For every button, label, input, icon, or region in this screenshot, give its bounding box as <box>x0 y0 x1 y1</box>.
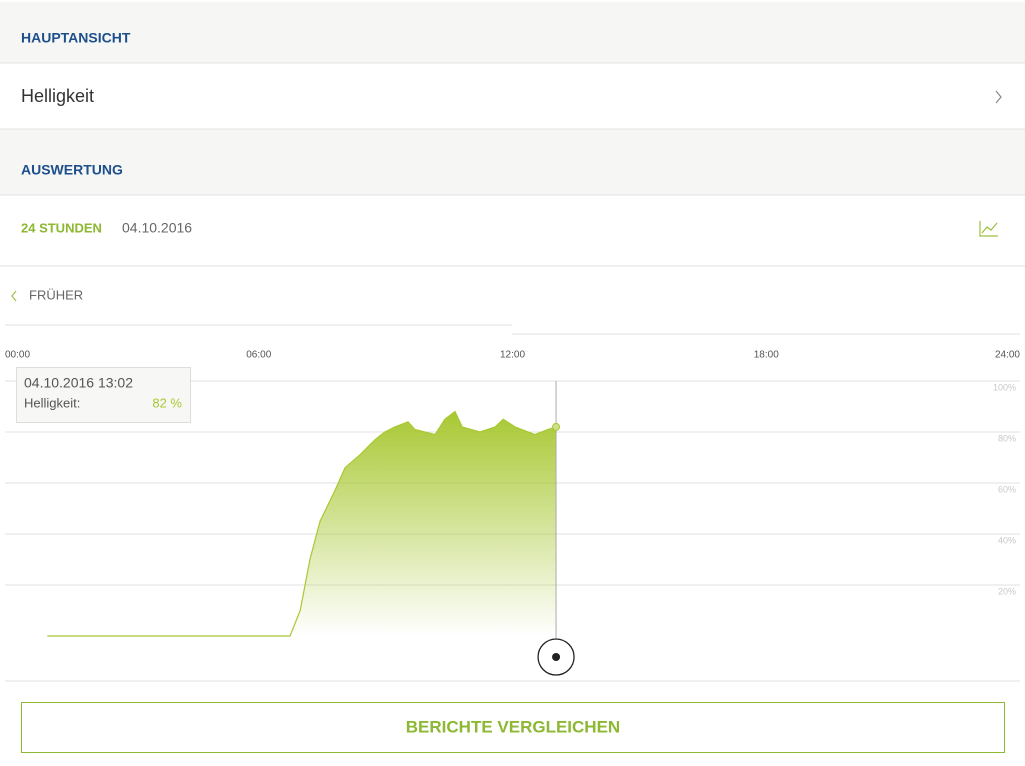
section-bar <box>0 2 1025 63</box>
chevron-right <box>995 90 1002 104</box>
item-label: Helligkeit <box>21 86 94 106</box>
y-tick-label: 40% <box>998 535 1016 545</box>
icon-axis <box>979 221 998 237</box>
x-tick-label: 00:00 <box>5 350 30 361</box>
y-tick-label: 80% <box>998 433 1016 443</box>
y-tick-label: 100% <box>993 382 1016 392</box>
hover-point <box>552 422 561 431</box>
x-tick-label: 18:00 <box>754 350 779 361</box>
plot: 00:00 06:00 12:00 18:00 24:00 20% 40% 60% 80% 100… <box>5 350 1020 676</box>
back-link[interactable]: FRÜHER <box>29 287 83 302</box>
x-tick-label: 06:00 <box>246 350 271 361</box>
x-tick-label: 12:00 <box>500 350 525 361</box>
chevron-left <box>11 290 17 302</box>
x-tick-label: 24:00 <box>995 350 1020 361</box>
y-tick-label: 60% <box>998 484 1016 494</box>
list-item[interactable] <box>0 64 1025 129</box>
section-title: HAUPTANSICHT <box>21 30 131 46</box>
cursor-handle-dot <box>552 653 561 661</box>
range-label[interactable]: 24 STUNDEN <box>21 220 102 235</box>
tooltip-value: 82 % <box>152 395 182 410</box>
icon-line <box>981 222 998 234</box>
area-line <box>47 410 557 637</box>
area-fill <box>47 411 557 636</box>
button-label: BERICHTE VERGLEICHEN <box>406 717 620 736</box>
y-tick-label: 20% <box>998 586 1016 596</box>
tooltip <box>16 367 191 423</box>
compare-button[interactable] <box>21 702 1005 753</box>
date-label: 04.10.2016 <box>122 220 192 236</box>
chart-icon[interactable] <box>979 221 998 237</box>
section-bar <box>0 129 1025 195</box>
tooltip-title: 04.10.2016 13:02 <box>24 375 133 391</box>
tooltip-label: Helligkeit: <box>24 395 80 410</box>
section-title: AUSWERTUNG <box>21 162 123 178</box>
